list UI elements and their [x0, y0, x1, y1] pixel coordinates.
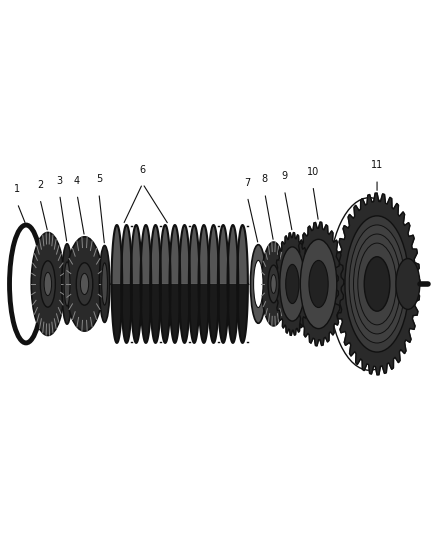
- Text: 1: 1: [14, 184, 20, 195]
- Polygon shape: [179, 225, 190, 284]
- Ellipse shape: [345, 216, 409, 352]
- Polygon shape: [179, 284, 190, 343]
- Polygon shape: [160, 225, 170, 284]
- Polygon shape: [112, 284, 122, 343]
- Polygon shape: [160, 284, 170, 343]
- Ellipse shape: [396, 259, 420, 309]
- Ellipse shape: [349, 225, 405, 343]
- Ellipse shape: [358, 243, 396, 325]
- Ellipse shape: [64, 262, 70, 306]
- Ellipse shape: [261, 242, 286, 326]
- Text: 3: 3: [57, 176, 63, 185]
- Polygon shape: [237, 225, 248, 284]
- Polygon shape: [198, 225, 209, 284]
- Polygon shape: [170, 225, 180, 284]
- Polygon shape: [228, 284, 238, 343]
- Polygon shape: [150, 284, 161, 343]
- Ellipse shape: [364, 257, 390, 311]
- Ellipse shape: [254, 261, 263, 308]
- Polygon shape: [141, 225, 151, 284]
- Text: 11: 11: [371, 160, 383, 171]
- Polygon shape: [150, 225, 161, 284]
- Ellipse shape: [353, 234, 401, 334]
- Ellipse shape: [76, 263, 93, 305]
- Ellipse shape: [99, 246, 110, 322]
- Text: 5: 5: [96, 174, 102, 184]
- Text: 7: 7: [244, 178, 251, 188]
- Ellipse shape: [102, 263, 107, 305]
- Text: 9: 9: [282, 172, 288, 181]
- Ellipse shape: [10, 225, 42, 343]
- Polygon shape: [121, 225, 132, 284]
- Polygon shape: [170, 284, 180, 343]
- Ellipse shape: [309, 261, 328, 308]
- Polygon shape: [293, 222, 344, 346]
- Polygon shape: [228, 225, 238, 284]
- Ellipse shape: [280, 247, 305, 321]
- Text: 6: 6: [140, 165, 146, 175]
- Ellipse shape: [251, 245, 266, 323]
- Polygon shape: [218, 225, 229, 284]
- Polygon shape: [189, 284, 200, 343]
- Ellipse shape: [268, 265, 279, 303]
- Ellipse shape: [300, 239, 337, 329]
- Polygon shape: [198, 284, 209, 343]
- Polygon shape: [275, 232, 310, 335]
- Polygon shape: [131, 284, 141, 343]
- Polygon shape: [112, 225, 122, 284]
- Polygon shape: [208, 284, 219, 343]
- Polygon shape: [208, 225, 219, 284]
- Text: 10: 10: [307, 167, 319, 177]
- Polygon shape: [131, 225, 141, 284]
- Polygon shape: [334, 193, 420, 375]
- Ellipse shape: [286, 264, 299, 303]
- Ellipse shape: [62, 244, 72, 324]
- Ellipse shape: [271, 274, 276, 293]
- Ellipse shape: [31, 232, 64, 335]
- Text: 8: 8: [262, 174, 268, 184]
- Polygon shape: [141, 284, 151, 343]
- Text: 4: 4: [74, 176, 80, 185]
- Ellipse shape: [81, 273, 88, 295]
- Polygon shape: [237, 284, 248, 343]
- Polygon shape: [121, 284, 132, 343]
- Polygon shape: [189, 225, 200, 284]
- Text: 2: 2: [37, 180, 43, 190]
- Ellipse shape: [44, 272, 52, 296]
- Ellipse shape: [40, 261, 55, 307]
- Polygon shape: [218, 284, 229, 343]
- Ellipse shape: [66, 237, 103, 331]
